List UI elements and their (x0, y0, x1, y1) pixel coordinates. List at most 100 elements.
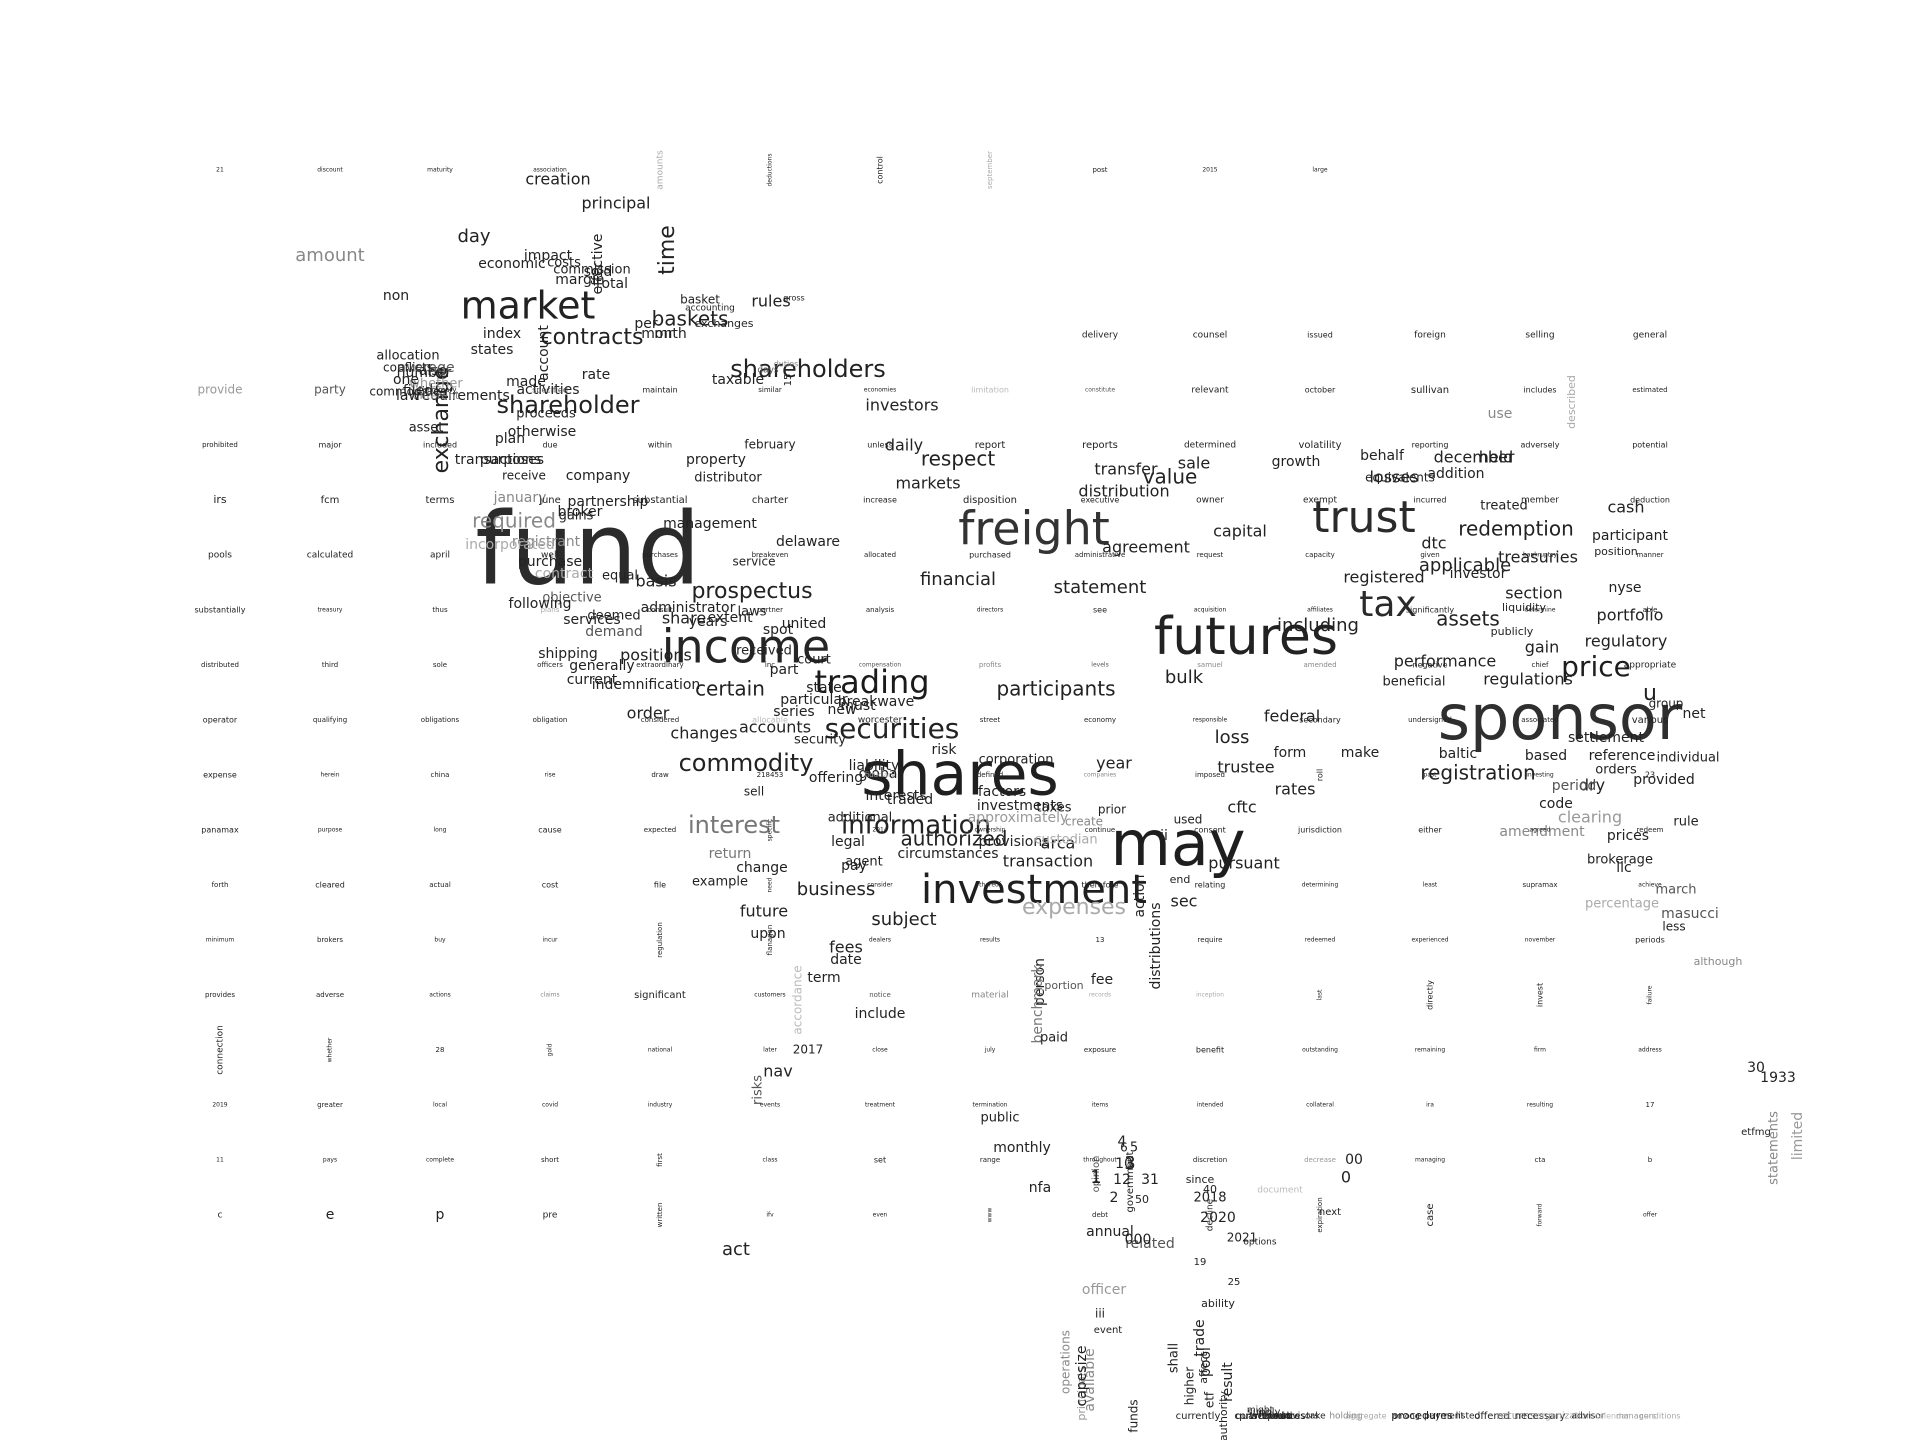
word-quarter: quarter (1235, 1411, 1273, 1422)
word-per: per (634, 316, 658, 332)
word-average: average (397, 360, 454, 376)
word-50: 50 (1135, 1193, 1149, 1206)
word-local: local (433, 1102, 447, 1109)
word-compensation: compensation (859, 662, 902, 669)
word-association: association (533, 167, 567, 174)
word-adverse: adverse (316, 991, 344, 999)
word-redeemed: redeemed (1305, 937, 1336, 944)
word-registrant: registrant (512, 534, 581, 550)
word-returns: returns (1496, 1409, 1536, 1422)
word-clearing: clearing (1558, 808, 1622, 827)
word-bankruptcy: bankruptcy (1523, 552, 1557, 559)
word-managers: managers (1616, 1412, 1656, 1421)
word-officers: officers (537, 661, 563, 669)
word-code: code (1539, 796, 1573, 812)
word-consequences: consequences (1234, 1411, 1305, 1422)
word-panamax: panamax (201, 826, 239, 835)
word-position: position (1594, 545, 1638, 558)
word-received: received (736, 644, 792, 659)
word-remaining: remaining (1415, 1047, 1445, 1054)
word-administrative: administrative (1075, 551, 1126, 559)
word-relating: relating (1195, 881, 1226, 890)
word-services: services (563, 612, 620, 628)
word-21: 21 (216, 167, 224, 174)
word-rule: rule (1673, 815, 1698, 830)
word-agreement: agreement (1102, 538, 1190, 557)
word-2021: 2021 (1227, 1231, 1258, 1245)
word-future: future (740, 902, 788, 921)
word-administrator: administrator (641, 600, 736, 616)
word-dtc: dtc (1421, 534, 1446, 553)
word-baskets: baskets (652, 307, 729, 331)
word-major: major (318, 441, 342, 450)
word-end: end (1170, 873, 1191, 886)
word-payment: payment (1424, 1412, 1465, 1422)
word-p: p (436, 1207, 445, 1223)
word-action: action (1132, 874, 1148, 917)
word-trustee: trustee (1217, 758, 1274, 777)
word-exposure: exposure (1084, 1046, 1116, 1054)
word-united: united (782, 616, 827, 632)
word-otherwise: otherwise (508, 424, 577, 440)
word-effective: effective (590, 234, 606, 295)
word-incurred: incurred (1413, 496, 1446, 505)
word-holding: holding (1329, 1412, 1362, 1422)
word-issued: issued (1307, 331, 1333, 340)
word-authority: authority (1217, 1390, 1230, 1440)
word-event: event (1094, 1325, 1123, 1336)
word-individual: individual (1656, 751, 1719, 766)
word-ifv: ifv (766, 1212, 774, 1219)
word-investments: investments (977, 798, 1063, 814)
word-generally: generally (569, 658, 634, 674)
word-funds: funds (1127, 1399, 1141, 1432)
word-trade: trade (1192, 1319, 1208, 1356)
word-sponsor: sponsor (1438, 681, 1683, 754)
word-officer: officer (1082, 1282, 1126, 1298)
word-exchanges: exchanges (694, 317, 753, 330)
word-actions: actions (429, 992, 451, 999)
word-cta: cta (1535, 1156, 1546, 1164)
word-risks: risks (751, 1075, 766, 1105)
word-deemed: deemed (587, 609, 640, 624)
word-shareholders: shareholders (730, 355, 885, 383)
word-agent: agent (845, 855, 883, 870)
word-connection: connection (216, 1025, 226, 1075)
word-years: years (689, 614, 728, 630)
word-written: written (656, 1203, 664, 1228)
word-expense: expense (203, 771, 237, 780)
word-flanagan: flanagan (766, 925, 774, 956)
word-registered: registered (1343, 568, 1424, 587)
word-customers: customers (754, 992, 785, 999)
word-tax: tax (1359, 584, 1416, 625)
word-hold: hold (1264, 1412, 1283, 1422)
word-broker: broker (558, 504, 603, 520)
word-conflicts: conflicts (383, 361, 433, 375)
word-incorporated: incorporated (465, 537, 555, 553)
word-respect: respect (921, 447, 996, 471)
word-chief: chief (1531, 661, 1549, 669)
word-objective: objective (542, 591, 601, 606)
word-23: 23 (1645, 771, 1655, 780)
word-therefore: therefore (1082, 881, 1119, 890)
word-acquisition: acquisition (1194, 607, 1227, 614)
word-breakeven: breakeven (752, 551, 789, 559)
word-reports: reports (1082, 440, 1118, 451)
word-december: december (1434, 448, 1515, 467)
word-create: create (1065, 815, 1103, 829)
word-spot: spot (763, 622, 794, 638)
word-capesize: capesize (1074, 1346, 1090, 1407)
word-industry: industry (648, 1102, 673, 1109)
word-period: period (1552, 778, 1597, 794)
word-affect: affect (1197, 1352, 1210, 1384)
word-11: 11 (216, 1157, 224, 1164)
word-worcester: worcester (858, 716, 903, 726)
word-rates: rates (1275, 780, 1316, 799)
word-3: 3 (1124, 1153, 1135, 1174)
word-prospectus: prospectus (691, 579, 812, 604)
word-gains: gains (559, 509, 594, 524)
word-account: account (536, 325, 552, 381)
word-upon: upon (750, 926, 785, 942)
word-party: party (314, 383, 346, 397)
word-current: current (567, 672, 618, 688)
word-approximately: approximately (968, 810, 1069, 826)
